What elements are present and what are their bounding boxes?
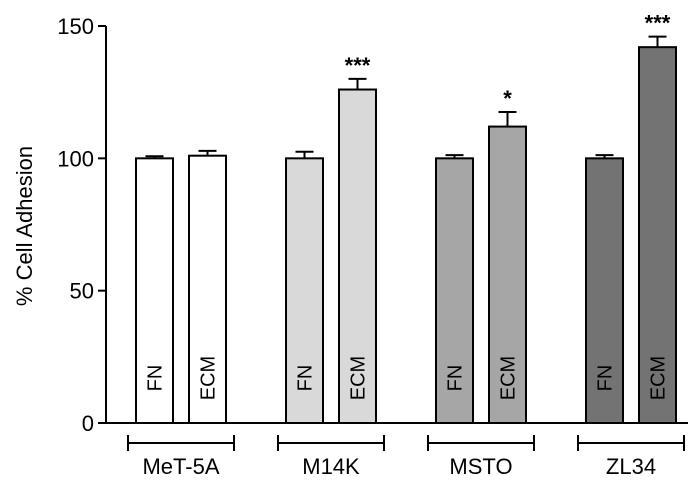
labels: FN ECM MeT-5A FN ECM *** M14K FN ECM * MSTO FN ECM **… — [142, 11, 670, 479]
significance-marker: *** — [645, 11, 671, 36]
significance-marker: * — [503, 86, 512, 111]
significance-marker: *** — [345, 53, 371, 78]
bar-label: ECM — [348, 356, 370, 400]
bar-label: ECM — [498, 356, 520, 400]
bar — [338, 88, 377, 425]
category-label: ZL34 — [606, 454, 656, 479]
y-tick-label: 50 — [70, 279, 94, 304]
category-label: M14K — [302, 454, 360, 479]
category-label: MSTO — [449, 454, 512, 479]
bars — [135, 35, 677, 425]
y-tick-label: 0 — [82, 411, 94, 436]
y-tick-label: 100 — [57, 146, 94, 171]
category-label: MeT-5A — [142, 454, 219, 479]
bar-label: FN — [295, 365, 317, 392]
y-axis-label: % Cell Adhesion — [12, 146, 37, 306]
bar-label: FN — [445, 365, 467, 392]
bar-label: FN — [595, 365, 617, 392]
bar-label: FN — [145, 365, 167, 392]
bar — [435, 157, 474, 424]
bar-label: ECM — [648, 356, 670, 400]
y-tick-label: 150 — [57, 14, 94, 39]
bar — [135, 157, 174, 424]
bar-label: ECM — [198, 356, 220, 400]
bar — [585, 157, 624, 424]
